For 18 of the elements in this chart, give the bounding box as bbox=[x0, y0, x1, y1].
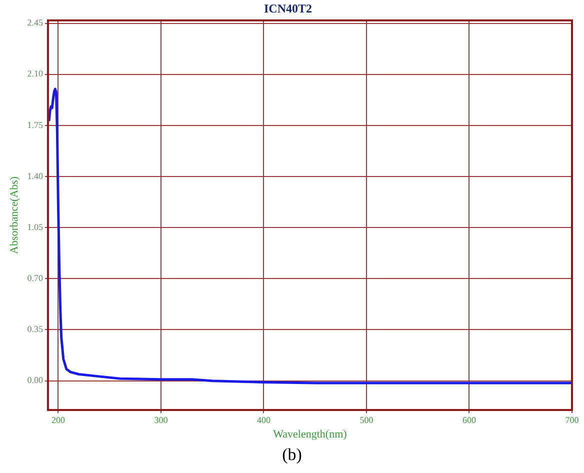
x-tick-label: 200 bbox=[51, 414, 66, 425]
x-tick-label: 300 bbox=[154, 414, 168, 425]
y-tick-label: 2.45 bbox=[27, 18, 44, 28]
y-axis-title: Absorbance(Abs) bbox=[8, 176, 20, 254]
y-tick-label: 0.00 bbox=[27, 375, 44, 386]
y-tick-label: 0.35 bbox=[27, 324, 44, 334]
y-tick-label: 2.10 bbox=[27, 68, 44, 79]
y-tick-label: 1.40 bbox=[27, 170, 44, 181]
y-tick-label: 1.05 bbox=[27, 222, 44, 232]
x-tick-label: 600 bbox=[462, 414, 476, 425]
chart-title: ICN40T2 bbox=[264, 1, 312, 16]
text: (b) bbox=[281, 445, 303, 465]
x-tick-label: 700 bbox=[565, 414, 580, 425]
y-tick-label: 0.70 bbox=[27, 273, 44, 284]
x-tick-label: 400 bbox=[256, 414, 271, 425]
x-axis-title: Wavelength(nm) bbox=[273, 428, 348, 440]
x-tick-label: 500 bbox=[360, 414, 374, 425]
y-tick-label: 1.75 bbox=[27, 120, 44, 130]
